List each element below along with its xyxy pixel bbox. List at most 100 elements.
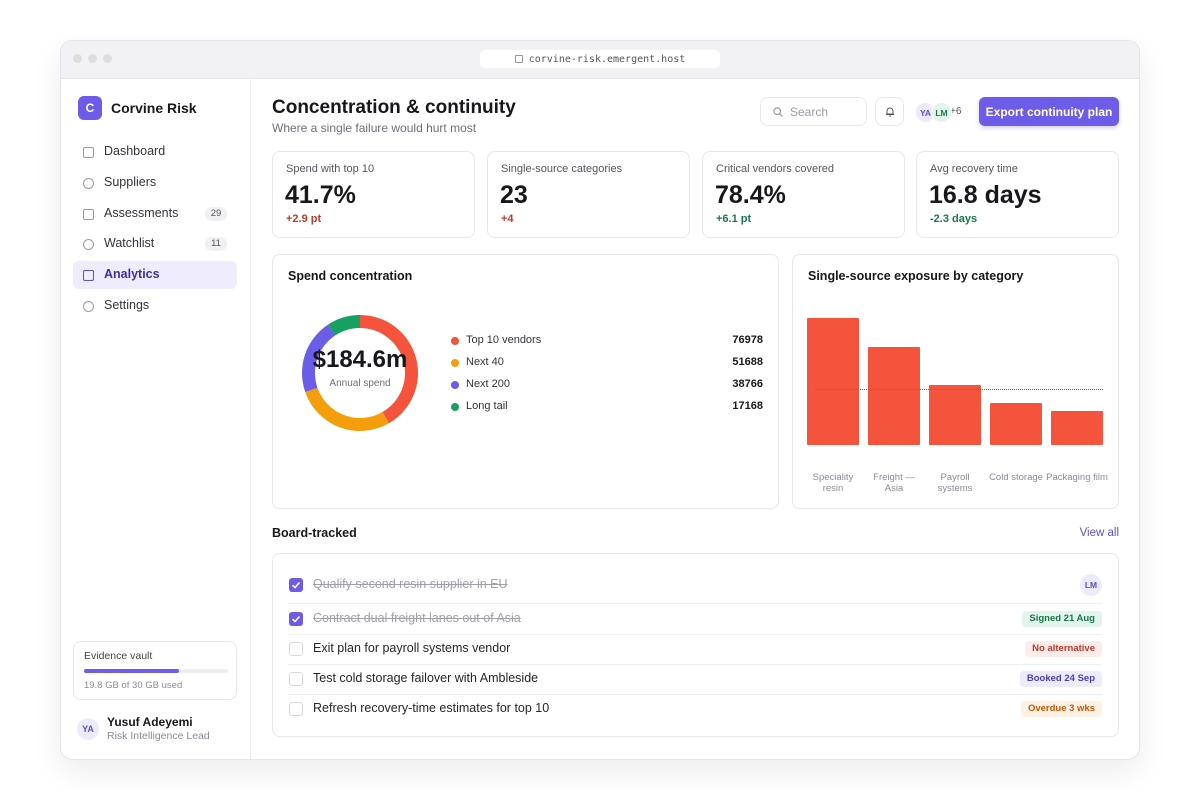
vault-fill [84, 669, 180, 673]
legend-swatch [451, 359, 459, 367]
kpi-delta: -2.3 days [930, 213, 978, 225]
task-card [272, 553, 1119, 737]
kpi-value: 78.4% [715, 181, 786, 209]
nav-label[interactable]: Watchlist [104, 236, 155, 250]
checkbox[interactable] [289, 612, 303, 626]
bar [868, 347, 920, 445]
nav-label[interactable]: Analytics [104, 267, 160, 281]
donut-center-label: $184.6m [312, 346, 408, 373]
bar [807, 318, 859, 445]
legend-label: Top 10 vendors [466, 334, 542, 346]
x-tick-label: Payroll systems [937, 472, 973, 494]
legend-label: Long tail [466, 400, 508, 412]
x-tick-label: Speciality resin [812, 472, 854, 494]
checkbox[interactable] [289, 702, 303, 716]
nav-badge: 11 [205, 237, 227, 251]
bar [990, 403, 1042, 445]
nav-icon [83, 178, 94, 189]
row-divider [288, 634, 1102, 635]
nav-active-bg [73, 261, 237, 289]
nav-icon [83, 209, 94, 220]
window-dot [73, 54, 82, 63]
bell-icon [885, 107, 894, 117]
user-role: Risk Intelligence Lead [107, 730, 210, 742]
legend-swatch [451, 403, 459, 411]
legend-swatch [451, 337, 459, 345]
bar [929, 385, 981, 445]
search-placeholder: Search [790, 104, 829, 119]
vault-usage: 19.8 GB of 30 GB used [84, 680, 183, 691]
legend-value: 51688 [732, 356, 763, 368]
page-subtitle: Where a single failure would hurt most [272, 121, 477, 135]
donut-card [272, 254, 779, 509]
search-icon [773, 106, 783, 117]
brand: Corvine Risk [111, 100, 197, 116]
kpi-value: 16.8 days [929, 181, 1042, 209]
legend-label: Next 40 [466, 356, 504, 368]
view-all-link[interactable]: View all [1079, 527, 1119, 539]
lock-icon [514, 55, 523, 63]
donut-segment [328, 315, 360, 336]
user-name: Yusuf Adeyemi [107, 715, 193, 729]
row-divider [288, 694, 1102, 695]
task-text: Contract dual freight lanes out of Asia [313, 611, 521, 625]
legend-value: 38766 [732, 378, 763, 390]
vault-title: Evidence vault [84, 650, 153, 662]
donut-center-sublabel: Annual spend [329, 378, 391, 389]
kpi-label: Single-source categories [501, 163, 623, 175]
donut-segment [302, 324, 336, 392]
url: corvine-risk.emergent.host [528, 53, 686, 65]
task-text: Test cold storage failover with Amblesid… [313, 671, 539, 685]
checkbox[interactable] [289, 642, 303, 656]
nav-badge: 29 [205, 207, 227, 221]
nav-label[interactable]: Dashboard [104, 144, 166, 158]
kpi-delta: +2.9 pt [286, 213, 322, 225]
header-avatar: YA [915, 102, 936, 123]
check-icon [291, 615, 301, 623]
legend-value: 17168 [732, 400, 763, 412]
task-tag: Booked 24 Sep [1019, 671, 1102, 687]
legend-label: Next 200 [466, 378, 511, 390]
chart-title: Spend concentration [288, 269, 413, 283]
kpi-card [272, 151, 475, 238]
nav-label[interactable]: Assessments [104, 206, 179, 220]
kpi-label: Spend with top 10 [286, 163, 375, 175]
avatar-more: +6 [950, 106, 962, 117]
export-button[interactable]: Export continuity plan [979, 97, 1119, 126]
kpi-label: Critical vendors covered [716, 163, 834, 175]
task-tag: Overdue 3 wks [1020, 701, 1102, 717]
bell-button[interactable] [875, 97, 904, 126]
kpi-value: 23 [500, 181, 528, 209]
search-box[interactable]: Search [760, 97, 867, 126]
task-tag: No alternative [1025, 641, 1102, 657]
checkbox[interactable] [289, 578, 303, 592]
checkbox[interactable] [289, 672, 303, 686]
kpi-card [487, 151, 690, 238]
x-tick-label: Cold storage [989, 472, 1043, 483]
donut-chart [302, 315, 418, 431]
page-title: Concentration & continuity [272, 97, 516, 118]
kpi-delta: +4 [501, 213, 514, 225]
task-text: Refresh recovery-time estimates for top … [313, 701, 550, 715]
x-tick-label: Packaging film [1046, 472, 1108, 483]
nav-label[interactable]: Suppliers [104, 175, 157, 189]
nav-icon [83, 270, 94, 281]
donut-segment [305, 387, 389, 431]
window-dot [88, 54, 97, 63]
task-tag: Signed 21 Aug [1022, 611, 1102, 627]
nav-label[interactable]: Settings [104, 298, 150, 312]
row-divider [288, 603, 1102, 604]
legend-swatch [451, 381, 459, 389]
url-bar[interactable]: corvine-risk.emergent.host [480, 50, 720, 68]
nav-icon [83, 239, 94, 250]
user-avatar: YA [77, 718, 99, 740]
bar [1051, 411, 1103, 445]
nav-icon [83, 301, 94, 312]
task-text: Qualify second resin supplier in EU [313, 577, 508, 591]
logo: C [78, 96, 102, 120]
task-avatar: LM [1080, 574, 1102, 596]
window-dot [103, 54, 112, 63]
section-title: Board-tracked [272, 526, 357, 540]
kpi-delta: +6.1 pt [716, 213, 752, 225]
